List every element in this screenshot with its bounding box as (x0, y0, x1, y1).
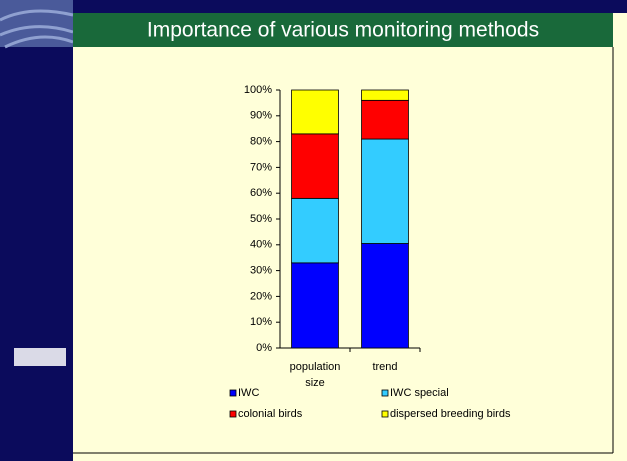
x-tick-label: trend (350, 359, 420, 375)
bar-segment (362, 100, 409, 139)
bar-segment (362, 139, 409, 243)
bar-segment (292, 263, 339, 348)
legend-swatch (230, 411, 236, 417)
y-tick-label: 20% (250, 290, 272, 302)
left-band (0, 0, 73, 461)
y-tick-label: 90% (250, 110, 272, 122)
legend-label: IWC special (390, 387, 449, 399)
bar-segment (362, 244, 409, 348)
legend-label: dispersed breeding birds (390, 408, 511, 420)
y-tick-label: 10% (250, 316, 272, 328)
right-margin (613, 13, 627, 461)
bar-segment (292, 198, 339, 262)
y-tick-label: 40% (250, 239, 272, 251)
bar-segment (292, 134, 339, 199)
slide: Importance of various monitoring methods… (0, 0, 627, 461)
legend-label: IWC (238, 387, 259, 399)
legend-swatch (382, 390, 388, 396)
legend-swatch (382, 411, 388, 417)
logo (14, 348, 66, 366)
legend-label: colonial birds (238, 408, 303, 420)
y-tick-label: 70% (250, 161, 272, 173)
y-tick-label: 50% (250, 213, 272, 225)
y-tick-label: 80% (250, 136, 272, 148)
chart-title: Importance of various monitoring methods (147, 19, 539, 42)
y-tick-label: 100% (244, 84, 272, 96)
x-tick-label: population size (280, 359, 350, 391)
y-tick-label: 30% (250, 265, 272, 277)
chart: Importance of various monitoring methods… (0, 0, 627, 461)
top-band (0, 0, 627, 13)
y-tick-label: 0% (256, 342, 272, 354)
bar-segment (362, 90, 409, 100)
bar-segment (292, 90, 339, 134)
legend-swatch (230, 390, 236, 396)
y-tick-label: 60% (250, 187, 272, 199)
